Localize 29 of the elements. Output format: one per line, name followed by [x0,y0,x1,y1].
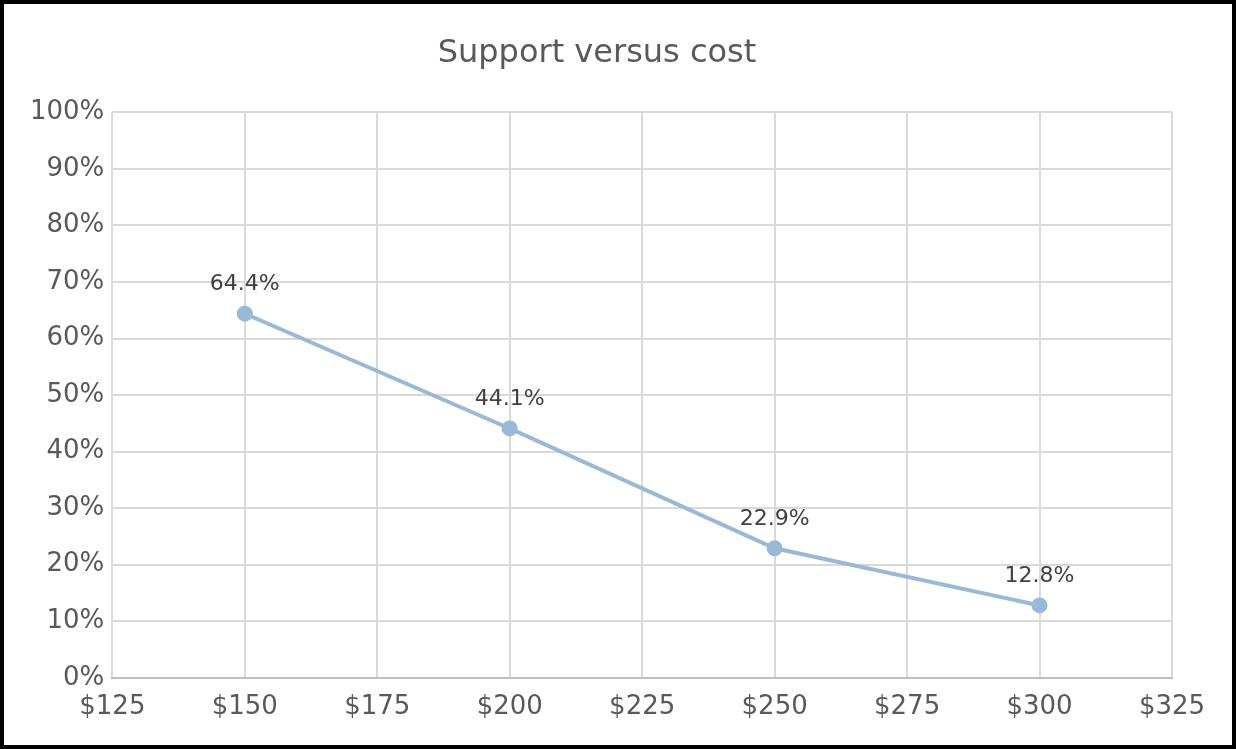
y-tick-label: 40% [46,434,105,465]
chart-title: Support versus cost [437,31,757,70]
y-tick-label: 50% [46,377,105,408]
y-tick-label: 70% [46,264,105,295]
y-tick-label: 30% [46,490,105,521]
x-tick-label: $125 [79,690,146,721]
x-tick-label: $175 [344,690,411,721]
x-tick-label: $250 [741,690,808,721]
y-tick-label: 60% [46,321,105,352]
y-tick-label: 100% [29,95,105,126]
point [236,305,253,322]
data-label: 22.9% [739,505,810,531]
x-tick-label: $150 [211,690,278,721]
data-label: 12.8% [1004,562,1075,588]
x-tick-label: $225 [609,690,676,721]
x-tick-label: $300 [1006,690,1073,721]
y-tick-label: 20% [46,547,105,578]
y-tick-label: 80% [46,208,105,239]
x-tick-label: $200 [476,690,543,721]
x-tick-label: $275 [874,690,941,721]
point [1031,597,1048,614]
point [766,540,783,557]
y-tick-label: 0% [63,660,105,691]
data-label: 64.4% [209,270,280,296]
x-tick-label: $325 [1138,690,1206,721]
y-tick-label: 90% [46,151,105,182]
data-label: 44.1% [474,385,545,411]
y-tick-label: 10% [46,604,105,635]
point [501,420,518,437]
